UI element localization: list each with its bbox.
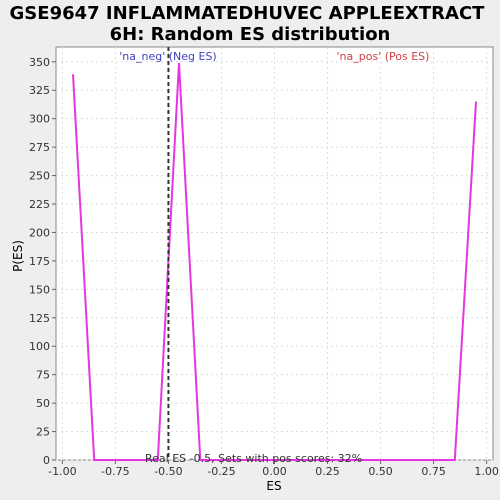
- chart-title-line1: GSE9647 INFLAMMATEDHUVEC APPLEEXTRACT: [10, 3, 486, 24]
- x-tick-label: 1.00: [474, 465, 499, 478]
- y-axis-ticks: 0 25 50 75 100 125 150 175 200 225 250 275 300 325 350: [29, 56, 56, 467]
- y-tick-label: 225: [29, 198, 50, 211]
- real-es-summary: Real ES -0.5, Sets with pos scores: 32%: [145, 452, 362, 465]
- y-tick-label: 75: [36, 369, 50, 382]
- series: [72, 62, 477, 461]
- x-axis-label: ES: [266, 479, 281, 493]
- x-tick-label: 0.25: [315, 465, 340, 478]
- y-tick-label: 200: [29, 226, 50, 239]
- x-tick-label: -0.50: [154, 465, 182, 478]
- y-tick-label: 350: [29, 56, 50, 69]
- y-tick-label: 150: [29, 283, 50, 296]
- y-tick-label: 275: [29, 141, 50, 154]
- x-axis-ticks: -1.00 -0.75 -0.50 -0.25 0.00 0.25 0.50 0.75 1.00: [48, 460, 499, 478]
- y-tick-label: 100: [29, 340, 50, 353]
- y-tick-label: 25: [36, 426, 50, 439]
- x-tick-label: -1.00: [48, 465, 76, 478]
- y-tick-label: 325: [29, 84, 50, 97]
- x-tick-label: -0.25: [207, 465, 235, 478]
- y-tick-label: 300: [29, 113, 50, 126]
- series-line: [72, 62, 477, 461]
- x-tick-label: 0.00: [262, 465, 287, 478]
- y-tick-label: 125: [29, 312, 50, 325]
- neg-es-label: 'na_neg' (Neg ES): [119, 50, 216, 63]
- y-tick-label: 250: [29, 170, 50, 183]
- y-axis-label: P(ES): [11, 240, 25, 272]
- y-tick-label: 50: [36, 397, 50, 410]
- chart-title-line2: 6H: Random ES distribution: [110, 24, 391, 45]
- y-tick-label: 175: [29, 255, 50, 268]
- x-tick-label: 0.75: [421, 465, 446, 478]
- pos-es-label: 'na_pos' (Pos ES): [337, 50, 430, 63]
- y-tick-label: 0: [43, 454, 50, 467]
- x-tick-label: -0.75: [101, 465, 129, 478]
- x-tick-label: 0.50: [368, 465, 393, 478]
